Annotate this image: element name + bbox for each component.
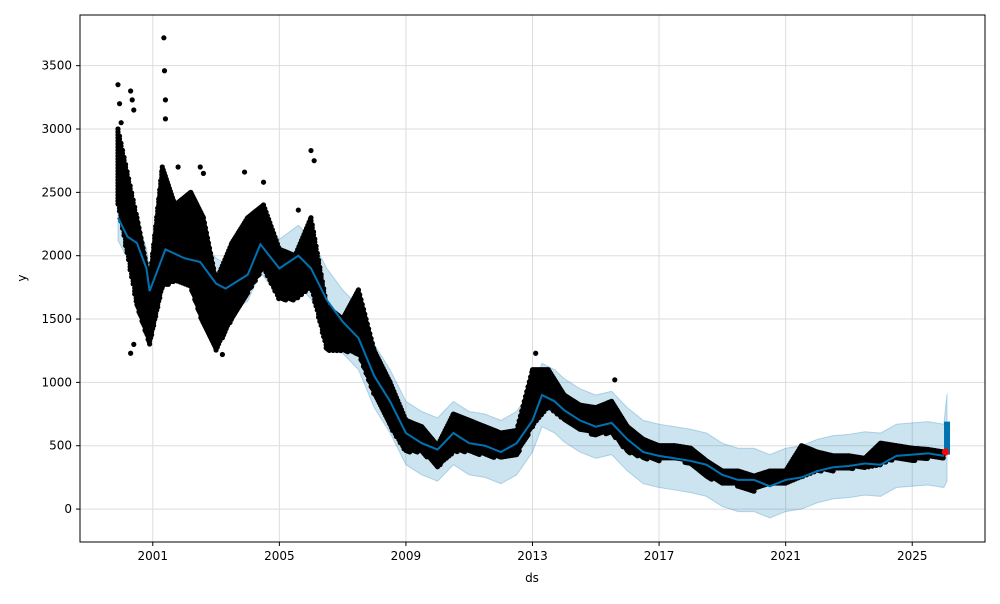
observed-point — [149, 332, 154, 337]
observed-point — [157, 295, 162, 300]
observed-point — [151, 323, 156, 328]
observed-point — [155, 304, 160, 309]
observed-point — [147, 341, 152, 346]
observed-point — [153, 314, 158, 319]
observed-points — [115, 35, 945, 494]
